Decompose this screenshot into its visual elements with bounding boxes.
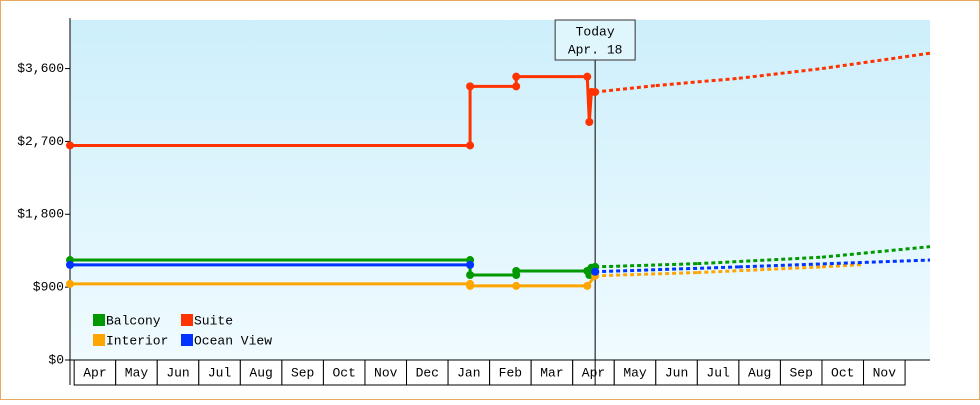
x-tick-label: Oct	[332, 365, 355, 380]
forecast-segment	[595, 265, 739, 274]
line-segment	[587, 91, 593, 123]
legend-label: Suite	[194, 313, 233, 328]
legend-label: Ocean View	[194, 333, 272, 348]
forecast-segment	[595, 271, 698, 278]
x-tick-label: Mar	[540, 365, 563, 380]
x-tick-label: Jan	[457, 365, 480, 380]
x-tick-label: Apr	[83, 365, 106, 380]
point	[512, 281, 521, 290]
point	[66, 141, 74, 150]
x-tick-label: Feb	[499, 365, 522, 380]
forecast-segment	[738, 258, 931, 269]
y-tick-label: $3,600	[17, 61, 64, 76]
month-box	[613, 359, 657, 386]
month-box	[364, 359, 408, 386]
x-tick-label: Aug	[249, 365, 272, 380]
point	[512, 82, 521, 91]
month-box	[779, 359, 823, 386]
x-tick-label: Sep	[790, 365, 813, 380]
legend-label: Interior	[106, 333, 168, 348]
point	[466, 271, 475, 279]
legend-swatch	[93, 314, 105, 326]
x-tick-label: May	[623, 365, 647, 380]
x-tick-label: Jul	[706, 365, 730, 380]
today-box	[554, 19, 636, 61]
legend-label: Balcony	[106, 313, 161, 328]
y-tick-label: $1,800	[17, 207, 64, 222]
x-tick-label: Oct	[831, 365, 854, 380]
x-tick-label: Dec	[416, 365, 439, 380]
x-tick-label: Jun	[665, 365, 688, 380]
x-tick-label: Jun	[166, 365, 189, 380]
point	[583, 281, 592, 290]
y-tick-label: $0	[48, 352, 64, 367]
x-tick-label: May	[125, 365, 149, 380]
forecast-segment	[595, 262, 698, 269]
x-tick-label: Jul	[208, 365, 232, 380]
legend-swatch	[181, 334, 193, 346]
point	[466, 260, 475, 269]
month-box	[655, 359, 698, 386]
x-tick-label: Nov	[873, 365, 897, 380]
x-tick-label: Aug	[748, 365, 771, 380]
x-tick-label: Apr	[582, 365, 605, 380]
point	[591, 88, 600, 97]
point	[583, 72, 592, 81]
y-tick-label: $2,700	[17, 134, 64, 149]
month-box	[530, 359, 574, 386]
legend-swatch	[181, 314, 193, 326]
point	[66, 260, 74, 269]
point	[466, 281, 475, 290]
point	[466, 82, 475, 91]
point	[512, 266, 521, 275]
legend-swatch	[93, 334, 105, 346]
plot-area	[70, 20, 930, 360]
y-tick-label: $900	[33, 280, 64, 295]
x-tick-label: Nov	[374, 365, 398, 380]
point	[466, 141, 475, 150]
month-box	[738, 359, 781, 386]
point	[591, 267, 600, 276]
x-tick-label: Sep	[291, 365, 314, 380]
point	[66, 279, 74, 288]
forecast-segment	[594, 84, 656, 94]
today-label: Today	[576, 24, 615, 39]
month-box	[821, 359, 865, 386]
point	[512, 72, 521, 81]
today-label: Apr. 18	[568, 42, 623, 57]
point	[585, 118, 594, 126]
